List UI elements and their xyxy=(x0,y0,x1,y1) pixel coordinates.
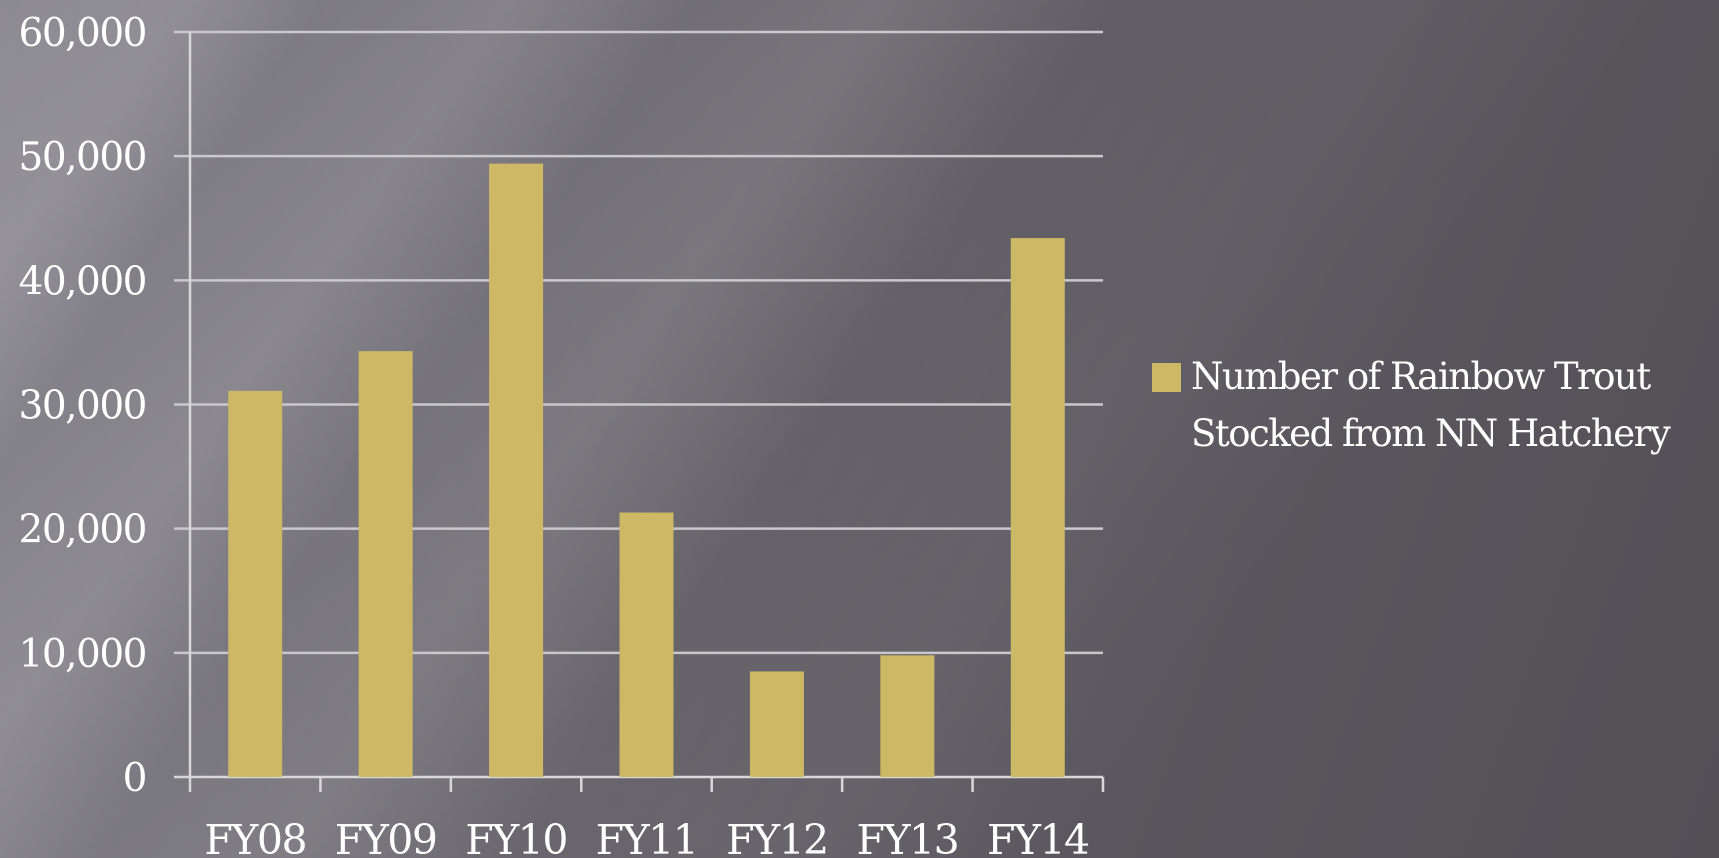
bar xyxy=(1010,238,1065,777)
x-tick-label: FY14 xyxy=(987,816,1089,858)
x-tick-label: FY08 xyxy=(204,816,306,858)
x-tick-label: FY10 xyxy=(465,816,567,858)
bar xyxy=(228,390,283,777)
y-tick-label: 50,000 xyxy=(19,135,146,180)
y-tick-label: 20,000 xyxy=(19,508,146,553)
y-tick-label: 0 xyxy=(123,756,146,801)
x-tick-label: FY13 xyxy=(857,816,959,858)
x-tick-label: FY12 xyxy=(726,816,828,858)
bar xyxy=(749,671,804,777)
legend-label: Number of Rainbow Trout Stocked from NN … xyxy=(1191,355,1671,455)
x-tick-label: FY09 xyxy=(335,816,437,858)
bar xyxy=(880,655,935,777)
bar xyxy=(619,512,674,777)
bar xyxy=(489,163,544,777)
x-tick-label: FY11 xyxy=(596,816,698,858)
bar xyxy=(358,351,413,777)
y-tick-label: 10,000 xyxy=(19,632,146,677)
y-tick-label: 30,000 xyxy=(19,384,146,429)
legend: Number of Rainbow Trout Stocked from NN … xyxy=(1152,348,1712,462)
y-tick-label: 40,000 xyxy=(19,259,146,304)
legend-swatch xyxy=(1152,363,1181,392)
y-tick-label: 60,000 xyxy=(19,11,146,56)
